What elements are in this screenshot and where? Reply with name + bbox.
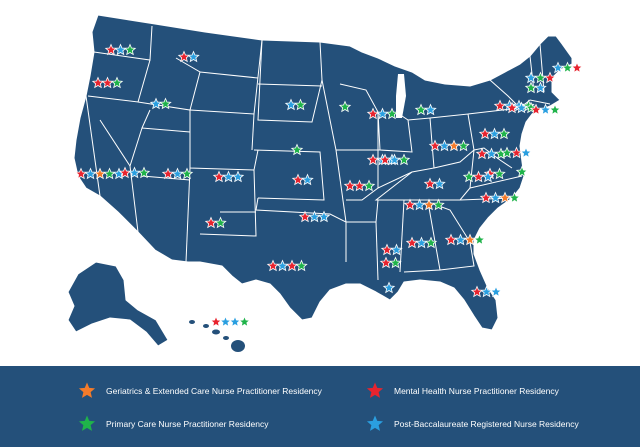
program-star-new-mexico bbox=[214, 216, 227, 229]
star-icon bbox=[366, 415, 384, 431]
star-icon bbox=[78, 415, 96, 431]
program-star-arkansas bbox=[390, 243, 403, 256]
program-star-hawaii bbox=[228, 315, 242, 328]
program-star-nebraska bbox=[290, 143, 304, 156]
program-star-kansas bbox=[301, 173, 314, 186]
program-star-louisiana bbox=[382, 281, 396, 294]
legend-item-geriatrics: Geriatrics & Extended Care Nurse Practit… bbox=[78, 382, 322, 400]
star-icon bbox=[366, 382, 384, 398]
program-star-michigan bbox=[424, 103, 437, 116]
legend: Geriatrics & Extended Care Nurse Practit… bbox=[0, 366, 640, 447]
legend-item-post-bacc: Post-Baccalaureate Registered Nurse Resi… bbox=[366, 415, 579, 433]
program-star-missouri bbox=[362, 179, 376, 192]
us-map bbox=[67, 14, 584, 352]
program-star-alabama bbox=[424, 236, 438, 249]
legend-item-primary-care: Primary Care Nurse Practitioner Residenc… bbox=[78, 415, 269, 433]
program-star-mississippi bbox=[389, 256, 402, 269]
program-star-oregon bbox=[110, 76, 124, 89]
program-star-kentucky bbox=[433, 177, 446, 190]
program-star-delaware bbox=[515, 165, 529, 178]
legend-item-mental-health: Mental Health Nurse Practitioner Residen… bbox=[366, 382, 559, 400]
program-star-colorado bbox=[231, 170, 245, 183]
legend-label-primary-care: Primary Care Nurse Practitioner Residenc… bbox=[106, 419, 269, 429]
program-star-idaho bbox=[159, 97, 172, 110]
program-star-tennessee bbox=[432, 198, 445, 211]
program-star-florida bbox=[489, 285, 503, 298]
program-star-minnesota bbox=[338, 100, 352, 113]
star-shape bbox=[78, 382, 96, 398]
contiguous-us-landmass bbox=[73, 14, 573, 331]
program-star-texas bbox=[295, 259, 308, 272]
program-star-hawaii bbox=[238, 315, 251, 328]
program-star-wisconsin bbox=[385, 107, 399, 120]
program-star-indiana bbox=[457, 139, 470, 152]
program-star-vermont bbox=[534, 81, 547, 94]
program-star-new-jersey bbox=[548, 103, 562, 116]
program-star-montana bbox=[187, 50, 200, 63]
program-star-georgia bbox=[473, 233, 486, 246]
program-star-nevada bbox=[137, 166, 151, 179]
program-star-north-carolina bbox=[493, 167, 506, 180]
program-star-illinois bbox=[397, 153, 411, 166]
hawaii-islands bbox=[189, 320, 245, 352]
program-star-south-dakota bbox=[294, 98, 307, 111]
star-shape bbox=[366, 382, 384, 398]
program-markers bbox=[74, 43, 584, 328]
lake-michigan bbox=[396, 74, 406, 118]
program-star-south-carolina bbox=[508, 191, 521, 204]
program-star-washington bbox=[123, 43, 137, 56]
us-map-svg bbox=[67, 14, 584, 352]
program-star-oklahoma bbox=[317, 210, 331, 223]
program-star-maine bbox=[570, 61, 584, 74]
legend-label-post-bacc: Post-Baccalaureate Registered Nurse Resi… bbox=[394, 419, 579, 429]
star-shape bbox=[366, 415, 384, 431]
legend-label-geriatrics: Geriatrics & Extended Care Nurse Practit… bbox=[106, 386, 322, 396]
program-star-utah bbox=[180, 167, 194, 180]
program-star-hawaii bbox=[209, 315, 223, 328]
program-star-virginia bbox=[481, 170, 495, 183]
star-shape bbox=[78, 415, 96, 431]
alaska-landmass bbox=[67, 261, 169, 347]
program-star-massachusetts bbox=[543, 71, 557, 84]
program-star-hawaii bbox=[219, 315, 232, 328]
legend-label-mental-health: Mental Health Nurse Practitioner Residen… bbox=[394, 386, 559, 396]
star-icon bbox=[78, 382, 96, 398]
program-star-maryland bbox=[519, 146, 533, 159]
program-star-ohio bbox=[497, 127, 511, 140]
